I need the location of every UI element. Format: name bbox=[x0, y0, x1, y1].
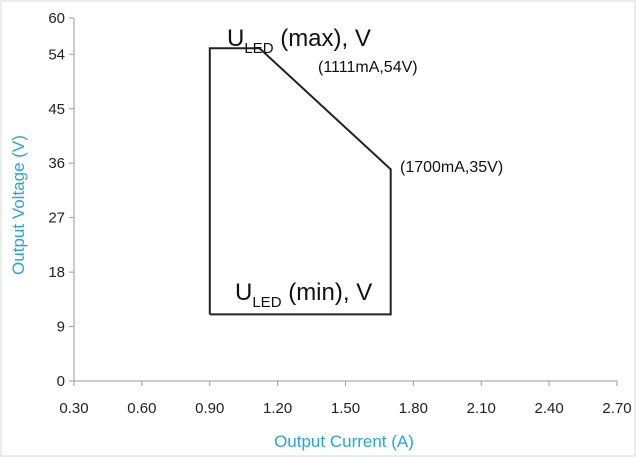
x-tick-label: 0.30 bbox=[59, 400, 88, 417]
y-tick-label: 18 bbox=[48, 264, 65, 281]
y-tick-label: 36 bbox=[48, 155, 65, 172]
x-tick-label: 2.70 bbox=[602, 400, 631, 417]
annotation-umax: ULED (max), V bbox=[227, 25, 371, 57]
x-tick-label: 0.90 bbox=[195, 400, 224, 417]
x-tick-label: 0.60 bbox=[127, 400, 156, 417]
x-tick-label: 1.80 bbox=[399, 400, 428, 417]
y-tick-label: 9 bbox=[57, 319, 65, 336]
y-tick-label: 0 bbox=[57, 373, 65, 390]
x-tick-label: 1.50 bbox=[331, 400, 360, 417]
x-tick-label: 2.10 bbox=[467, 400, 496, 417]
annotation-point1: (1111mA,54V) bbox=[318, 59, 418, 76]
y-axis-title: Output Voltage (V) bbox=[9, 135, 28, 275]
series-group bbox=[208, 47, 392, 316]
x-tick-label: 1.20 bbox=[263, 400, 292, 417]
annotation-umin: ULED (min), V bbox=[235, 279, 372, 311]
y-tick-label: 27 bbox=[48, 210, 65, 227]
annotation-point2: (1700mA,35V) bbox=[400, 159, 503, 176]
y-tick-label: 45 bbox=[48, 101, 65, 118]
y-tick-label: 60 bbox=[48, 10, 65, 27]
tick-labels: 0 9 18 27 36 45 54 60 0.30 0.60 0.90 1.20 1.50 1.80 2.… bbox=[48, 10, 631, 417]
x-tick-label: 2.40 bbox=[535, 400, 564, 417]
x-axis-title: Output Current (A) bbox=[274, 432, 414, 451]
y-tick-label: 54 bbox=[48, 46, 65, 63]
axes bbox=[69, 17, 618, 386]
series-line-0 bbox=[208, 47, 392, 316]
